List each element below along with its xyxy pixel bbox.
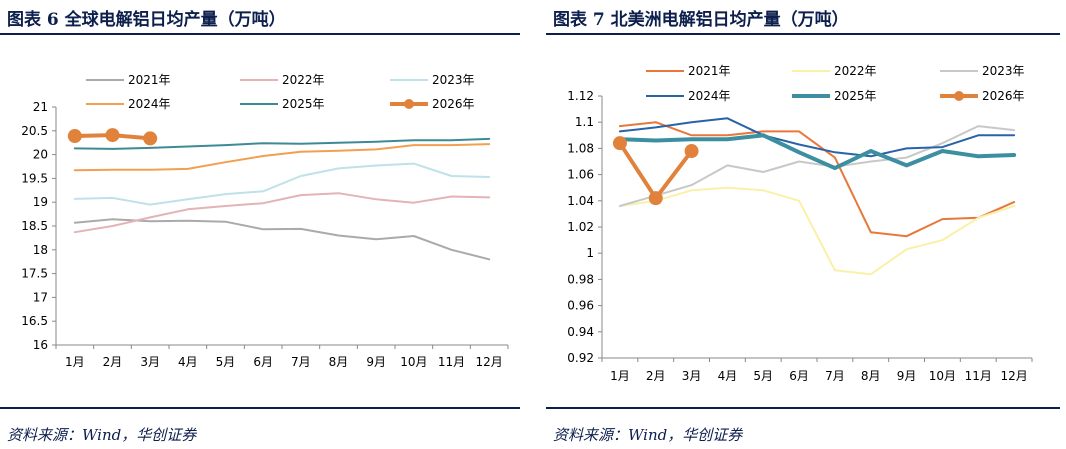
x-tick-label: 5月	[753, 369, 773, 383]
series-line-2024年	[618, 117, 1016, 158]
y-tick-label: 18.5	[21, 219, 48, 233]
chart-panel-global: 图表 6 全球电解铝日均产量（万吨） 16 16.5 17 17.5 18 18.5 19 1…	[0, 0, 520, 449]
legend-label: 2024年	[688, 89, 731, 103]
title-divider	[546, 33, 1060, 35]
legend-label: 2023年	[432, 73, 475, 87]
x-tick-label: 12月	[1000, 369, 1027, 383]
series-line-2026年	[617, 141, 694, 201]
chart-panel-north-america: 图表 7 北美洲电解铝日均产量（万吨） 0.92 0.94 0.96 0.98 1 1.0…	[546, 0, 1066, 449]
legend-label: 2023年	[982, 64, 1025, 78]
y-tick-label: 17.5	[21, 267, 48, 281]
chart-title: 图表 6 全球电解铝日均产量（万吨）	[7, 10, 286, 30]
data-point-2026年	[684, 144, 699, 159]
data-point-2026年	[648, 191, 663, 206]
x-tick-label: 4月	[178, 355, 198, 369]
x-tick-label: 10月	[400, 355, 427, 369]
x-tick-label: 7月	[825, 369, 845, 383]
x-tick-label: 1月	[65, 355, 85, 369]
y-tick-label: 1.08	[567, 141, 594, 155]
y-tick-label: 0.96	[567, 299, 594, 313]
y-tick-label: 18	[33, 243, 48, 257]
title-divider	[0, 33, 520, 35]
series-line-2025年	[617, 133, 1017, 171]
legend-label: 2026年	[982, 89, 1025, 103]
legend-marker	[404, 99, 414, 109]
north-america-production-chart: 0.92 0.94 0.96 0.98 1 1.02 1.04 1.06 1.08 1.1 1.12…	[567, 64, 1033, 383]
x-tick-label: 3月	[140, 355, 160, 369]
data-point-2026年	[612, 136, 627, 151]
y-tick-label: 20	[33, 148, 48, 162]
y-tick-label: 1.06	[567, 168, 594, 182]
legend-label: 2025年	[282, 97, 325, 111]
x-tick-label: 7月	[291, 355, 311, 369]
x-tick-label: 2月	[646, 369, 666, 383]
y-tick-label: 16.5	[21, 314, 48, 328]
x-tick-label: 9月	[366, 355, 386, 369]
legend-label: 2024年	[128, 97, 171, 111]
x-tick-label: 11月	[438, 355, 465, 369]
chart-title: 图表 7 北美洲电解铝日均产量（万吨）	[553, 10, 849, 30]
series-line-2022年	[618, 186, 1016, 276]
source-note: 资料来源：Wind，华创证券	[553, 426, 743, 444]
x-tick-label: 8月	[329, 355, 349, 369]
y-tick-label: 17	[33, 290, 48, 304]
legend-label: 2022年	[282, 73, 325, 87]
data-point-2026年	[67, 129, 82, 144]
y-tick-label: 0.92	[567, 351, 594, 365]
y-tick-label: 20.5	[21, 124, 48, 138]
x-tick-label: 6月	[253, 355, 273, 369]
x-tick-label: 2月	[103, 355, 123, 369]
source-divider	[546, 407, 1060, 409]
source-divider	[0, 407, 520, 409]
global-production-chart: 16 16.5 17 17.5 18 18.5 19 19.5 20 20.5 21 1月 2月 3月 4月…	[21, 73, 509, 369]
x-tick-label: 9月	[897, 369, 917, 383]
source-note: 资料来源：Wind，华创证券	[7, 426, 197, 444]
series-line-2023年	[73, 162, 491, 206]
y-tick-label: 21	[33, 100, 48, 114]
y-tick-label: 19.5	[21, 171, 48, 185]
y-tick-label: 0.94	[567, 325, 594, 339]
x-tick-label: 6月	[789, 369, 809, 383]
legend-label: 2021年	[128, 73, 171, 87]
series-line-2021年	[73, 218, 491, 261]
legend-marker	[954, 91, 964, 101]
series-line-2021年	[618, 121, 1016, 238]
legend-label: 2026年	[432, 97, 475, 111]
y-tick-label: 0.98	[567, 272, 594, 286]
y-tick-label: 1.02	[567, 220, 594, 234]
legend-label: 2022年	[834, 64, 877, 78]
series-line-2022年	[73, 192, 491, 234]
y-tick-label: 1.12	[567, 89, 594, 103]
x-tick-label: 8月	[861, 369, 881, 383]
data-point-2026年	[105, 128, 120, 143]
series-line-2023年	[618, 125, 1016, 207]
x-tick-label: 3月	[682, 369, 702, 383]
legend-label: 2021年	[688, 64, 731, 78]
y-tick-label: 16	[33, 338, 48, 352]
data-point-2026年	[143, 131, 158, 146]
x-tick-label: 4月	[718, 369, 738, 383]
x-tick-label: 12月	[476, 355, 503, 369]
x-tick-label: 10月	[929, 369, 956, 383]
y-tick-label: 1	[586, 246, 594, 260]
x-tick-label: 1月	[610, 369, 630, 383]
y-tick-label: 1.04	[567, 194, 594, 208]
series-line-2024年	[73, 143, 491, 172]
x-tick-label: 11月	[965, 369, 992, 383]
y-tick-label: 19	[33, 195, 48, 209]
series-line-2025年	[73, 137, 491, 150]
legend-label: 2025年	[834, 89, 877, 103]
x-tick-label: 5月	[216, 355, 236, 369]
y-tick-label: 1.1	[575, 115, 594, 129]
